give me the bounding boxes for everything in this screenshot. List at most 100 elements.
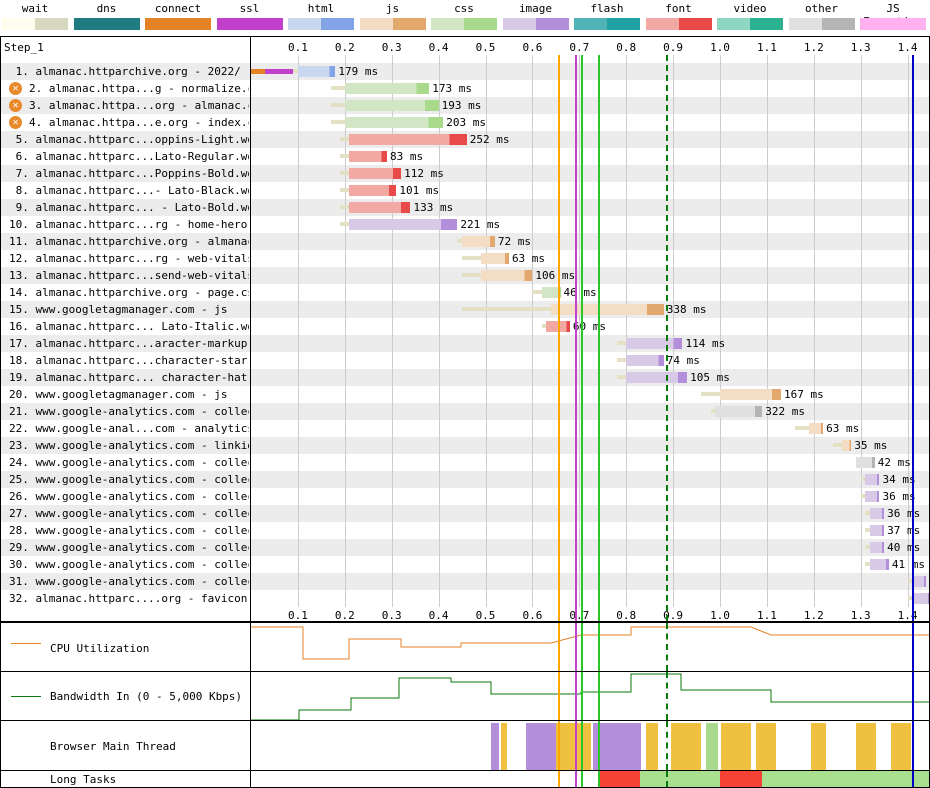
request-label: 15. www.googletagmanager.com - js — [9, 303, 228, 316]
download-bar[interactable] — [841, 440, 852, 451]
request-row-label[interactable]: 29. www.google-analytics.com - collect — [1, 539, 249, 556]
wait-bar — [462, 273, 481, 277]
request-row-label[interactable]: 13. almanac.httparc...send-web-vitals.js — [1, 267, 249, 284]
request-row-label[interactable]: 15. www.googletagmanager.com - js — [1, 301, 249, 318]
request-row-label[interactable]: 6. almanac.httparc...Lato-Regular.woff2 — [1, 148, 249, 165]
request-row-label[interactable]: 7. almanac.httparc...Poppins-Bold.woff2 — [1, 165, 249, 182]
request-row-label[interactable]: 23. www.google-analytics.com - linkid.js — [1, 437, 249, 454]
request-label: 18. almanac.httparc...character-star.png — [9, 354, 249, 367]
request-row-label[interactable]: 9. almanac.httparc... - Lato-Bold.woff2 — [1, 199, 249, 216]
duration-label: 167 ms — [783, 388, 824, 401]
request-row-label[interactable]: ✕ 2. almanac.httpa...g - normalize.css — [1, 80, 249, 97]
request-row-label[interactable]: 26. www.google-analytics.com - collect — [1, 488, 249, 505]
tick-label-top: 0.5 — [475, 41, 496, 54]
request-row-label[interactable]: 31. www.google-analytics.com - collect — [1, 573, 249, 590]
bandwidth-label: Bandwidth In (0 - 5,000 Kbps) — [50, 690, 243, 703]
download-bar[interactable] — [541, 287, 561, 298]
request-row-label[interactable]: 11. almanac.httparchive.org - almanac.js — [1, 233, 249, 250]
download-bar[interactable] — [870, 559, 889, 570]
request-row-label[interactable]: 5. almanac.httparc...oppins-Light.woff2 — [1, 131, 249, 148]
timing-marker — [557, 771, 560, 787]
request-row-label[interactable]: 22. www.google-anal...com - analytics.js — [1, 420, 249, 437]
request-row-label[interactable]: 20. www.googletagmanager.com - js — [1, 386, 249, 403]
request-label: 23. www.google-analytics.com - linkid.js — [9, 439, 249, 452]
request-row-label[interactable]: ✕ 4. almanac.httpa...e.org - index.css — [1, 114, 249, 131]
request-row-label[interactable]: 18. almanac.httparc...character-star.png — [1, 352, 249, 369]
download-bar[interactable] — [865, 474, 880, 485]
download-bar[interactable] — [349, 134, 467, 145]
download-bar[interactable] — [349, 219, 458, 230]
download-bar[interactable] — [626, 372, 688, 383]
request-row-label[interactable]: 27. www.google-analytics.com - collect — [1, 505, 249, 522]
download-bar[interactable] — [344, 117, 444, 128]
duration-label: 74 ms — [666, 354, 700, 367]
download-bar[interactable] — [912, 593, 929, 604]
request-row-label[interactable]: 24. www.google-analytics.com - collect — [1, 454, 249, 471]
request-label: 26. www.google-analytics.com - collect — [9, 490, 249, 503]
request-row-label[interactable]: 10. almanac.httparc...rg - home-hero.png — [1, 216, 249, 233]
request-label: 24. www.google-analytics.com - collect — [9, 456, 249, 469]
legend-swatch — [288, 18, 354, 30]
request-row-label[interactable]: 19. almanac.httparc... character-hat.png — [1, 369, 249, 386]
download-bar[interactable] — [865, 491, 880, 502]
download-bar[interactable] — [349, 185, 397, 196]
download-bar[interactable] — [349, 168, 402, 179]
duration-label: 133 ms — [413, 201, 454, 214]
timing-marker — [580, 55, 583, 621]
long-task-segment — [598, 771, 641, 787]
download-bar[interactable] — [626, 338, 683, 349]
legend-item-connect: connect — [143, 0, 213, 34]
download-bar[interactable] — [349, 151, 387, 162]
request-row-label[interactable]: ✕ 3. almanac.httpa...org - almanac.css — [1, 97, 249, 114]
duration-label: 112 ms — [404, 167, 444, 180]
request-row-label[interactable]: 8. almanac.httparc...- Lato-Black.woff2 — [1, 182, 249, 199]
request-row-label[interactable]: 28. www.google-analytics.com - collect — [1, 522, 249, 539]
legend-swatch — [645, 18, 712, 30]
tick-label-bottom: 1.2 — [803, 609, 824, 622]
request-row-label[interactable]: 1. almanac.httparchive.org - 2022/ — [1, 63, 249, 80]
download-bar[interactable] — [462, 236, 495, 247]
legend-item-other: other — [787, 0, 857, 34]
download-bar[interactable] — [344, 100, 439, 111]
tick-label-bottom: 0.6 — [522, 609, 543, 622]
download-bar[interactable] — [297, 66, 336, 77]
duration-label: 173 ms — [432, 82, 472, 95]
timing-marker — [598, 771, 601, 787]
download-bar[interactable] — [349, 202, 411, 213]
wait-bar — [616, 358, 627, 362]
request-label: 21. www.google-analytics.com - collect — [9, 405, 249, 418]
download-bar[interactable] — [856, 457, 875, 468]
request-row-label[interactable]: 14. almanac.httparchive.org - page.css — [1, 284, 249, 301]
request-row-label[interactable]: 16. almanac.httparc... Lato-Italic.woff2 — [1, 318, 249, 335]
request-row-label[interactable]: 12. almanac.httparc...rg - web-vitals.js — [1, 250, 249, 267]
download-bar[interactable] — [715, 406, 763, 417]
request-row-label[interactable]: 32. almanac.httparc....org - favicon.ico — [1, 590, 249, 607]
wait-bar — [462, 256, 481, 260]
download-bar[interactable] — [626, 355, 664, 366]
request-label: 28. www.google-analytics.com - collect — [9, 524, 249, 537]
download-bar[interactable] — [720, 389, 781, 400]
timing-marker — [912, 721, 915, 770]
cpu-panel: CPU Utilization — [0, 622, 930, 672]
download-bar[interactable] — [870, 508, 885, 519]
download-bar[interactable] — [912, 576, 927, 587]
download-bar[interactable] — [809, 423, 824, 434]
download-bar[interactable] — [870, 525, 885, 536]
download-bar[interactable] — [480, 253, 509, 264]
tick-label-top: 0.7 — [569, 41, 590, 54]
request-row-label[interactable]: 21. www.google-analytics.com - collect — [1, 403, 249, 420]
main-thread-activity — [593, 723, 641, 770]
request-row-label[interactable]: 25. www.google-analytics.com - collect — [1, 471, 249, 488]
duration-label: 203 ms — [446, 116, 487, 129]
request-row-label[interactable]: 17. almanac.httparc...aracter-markup.png — [1, 335, 249, 352]
download-bar[interactable] — [344, 83, 430, 94]
legend-swatch — [502, 18, 569, 30]
download-bar[interactable] — [870, 542, 885, 553]
download-bar[interactable] — [551, 304, 664, 315]
request-row-label[interactable]: 30. www.google-analytics.com - collect — [1, 556, 249, 573]
tick-label-bottom: 0.4 — [428, 609, 449, 622]
main-thread-panel: Browser Main Thread — [0, 720, 930, 771]
tick-label-bottom: 1.0 — [710, 609, 730, 622]
long-task-segment — [720, 771, 763, 787]
download-bar[interactable] — [480, 270, 533, 281]
